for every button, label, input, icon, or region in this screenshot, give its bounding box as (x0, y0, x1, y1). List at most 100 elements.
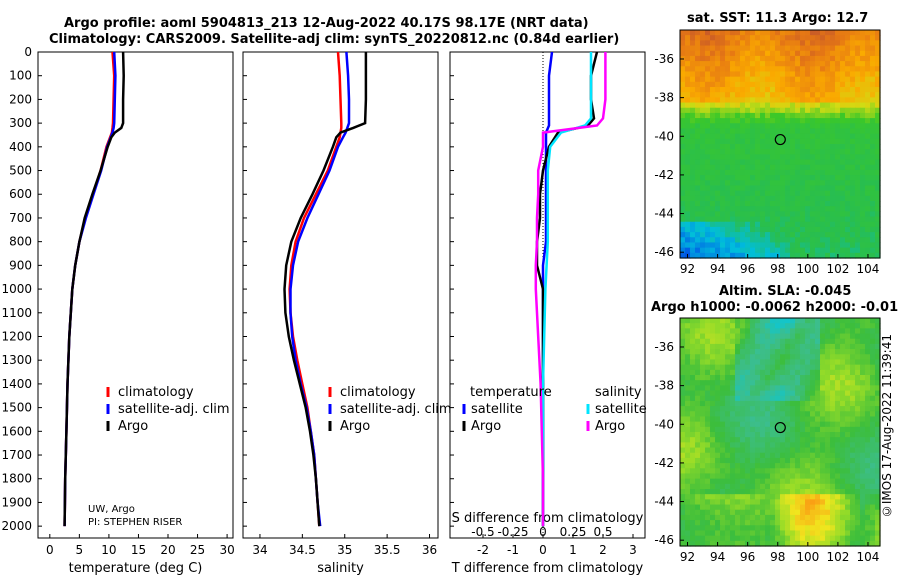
map-cell (800, 509, 806, 516)
map-cell (765, 359, 771, 366)
map-cell (865, 164, 871, 171)
map-cell (795, 514, 801, 521)
map-cell (875, 359, 881, 366)
map-cell (700, 66, 706, 73)
map-cell (875, 102, 881, 109)
map-cell (700, 185, 706, 192)
map-cell (820, 468, 826, 475)
map-cell (680, 328, 686, 335)
map-cell (835, 107, 841, 114)
map-cell (690, 112, 696, 119)
map-cell (680, 61, 686, 67)
map-cell (785, 221, 791, 228)
map-cell (735, 201, 741, 207)
map-cell (775, 494, 781, 500)
map-cell (865, 400, 871, 407)
map-cell (690, 190, 696, 197)
map-cell (850, 525, 856, 532)
map-cell (750, 375, 756, 381)
map-cell (800, 185, 806, 192)
map-cell (725, 468, 731, 475)
map-cell (705, 149, 711, 155)
map-cell (825, 328, 831, 335)
map-cell (850, 447, 856, 454)
map-cell (745, 154, 751, 161)
map-cell (800, 118, 806, 124)
map-cell (820, 535, 826, 542)
map-cell (790, 463, 796, 469)
x-tick-label-2: 0.25 (560, 525, 587, 539)
map-cell (775, 242, 781, 249)
map-cell (830, 385, 836, 392)
map-cell (820, 92, 826, 98)
map-cell (820, 55, 826, 62)
map-cell (725, 457, 731, 464)
map-cell (785, 211, 791, 218)
map-cell (875, 504, 881, 511)
map-cell (810, 473, 816, 480)
map-cell (795, 457, 801, 464)
map-cell (710, 138, 716, 145)
map-cell (740, 195, 746, 202)
map-cell (770, 457, 776, 464)
map-cell (765, 190, 771, 197)
map-cell (725, 452, 731, 459)
map-cell (690, 525, 696, 532)
map-cell (680, 463, 686, 469)
map-cell (875, 175, 881, 181)
map-cell (765, 328, 771, 335)
map-cell (800, 343, 806, 350)
map-cell (795, 447, 801, 454)
map-cell (730, 123, 736, 130)
map-cell (855, 478, 861, 485)
map-cell (770, 40, 776, 47)
map-cell (855, 323, 861, 329)
map-cell (750, 540, 756, 547)
map-cell (855, 190, 861, 197)
map-cell (770, 195, 776, 202)
map-cell (800, 201, 806, 207)
map-cell (805, 349, 811, 355)
map-cell (865, 40, 871, 47)
map-cell (700, 76, 706, 83)
map-cell (805, 138, 811, 145)
map-cell (755, 221, 761, 228)
map-cell (805, 333, 811, 340)
map-cell (850, 442, 856, 449)
map-cell (785, 61, 791, 67)
map-cell (835, 30, 841, 36)
map-cell (680, 359, 686, 366)
map-cell (705, 473, 711, 480)
map-cell (730, 133, 736, 140)
map-cell (875, 343, 881, 350)
map-cell (710, 421, 716, 428)
map-cell (730, 175, 736, 181)
map-cell (860, 242, 866, 249)
map-cell (680, 144, 686, 150)
map-cell (765, 237, 771, 244)
map-cell (765, 226, 771, 233)
map-cell (785, 328, 791, 335)
map-cell (750, 50, 756, 57)
map-cell (735, 463, 741, 469)
map-cell (835, 76, 841, 83)
map-cell (725, 97, 731, 104)
map-cell (730, 499, 736, 506)
map-cell (705, 328, 711, 335)
map-cell (740, 483, 746, 490)
map-cell (860, 400, 866, 407)
map-cell (705, 180, 711, 187)
map-cell (790, 447, 796, 454)
map-cell (735, 138, 741, 145)
map-cell (750, 216, 756, 223)
map-cell (785, 169, 791, 176)
map-cell (785, 457, 791, 464)
map-cell (835, 102, 841, 109)
map-cell (705, 514, 711, 521)
map-cell (850, 478, 856, 485)
map-cell (755, 185, 761, 192)
map-cell (860, 416, 866, 423)
map-cell (780, 252, 786, 259)
map-cell (875, 112, 881, 119)
map-cell (835, 349, 841, 355)
